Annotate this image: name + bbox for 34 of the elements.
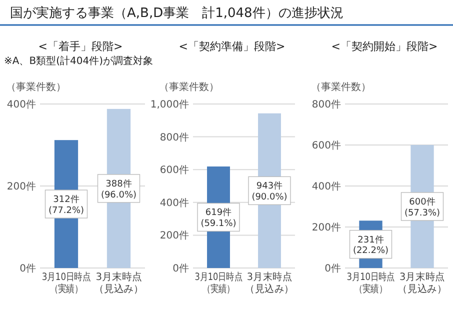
x-tick-label: 3月末時点（見込み） [398,270,447,296]
x-tick-label: 3月10日時点（実績） [194,271,242,296]
y-axis-title: （事業件数） [311,81,371,93]
y-tick-label: 0件 [324,264,341,274]
data-label: 231件 (22.2%) [352,234,389,256]
data-label: 312件 (77.2%) [48,194,84,216]
data-label: 600件 (57.3%) [404,196,440,218]
y-tick-label: 0件 [172,264,189,274]
x-tick-label: 3月末時点（見込み） [94,270,144,296]
y-tick-label: 800件 [160,132,189,144]
y-tick-label: 400件 [160,198,189,209]
y-tick-label: 1,000件 [150,100,189,110]
x-tick-label: 3月10日時点（実績） [42,271,91,296]
data-label: 619件 (59.1%) [200,207,236,230]
data-label: 388件 (96.0%) [100,178,137,200]
y-tick-label: 400件 [6,100,36,110]
data-label: 943件 (90.0%) [252,180,288,202]
x-tick-label: 3月末時点（見込み） [245,270,294,296]
y-tick-label: 400件 [312,182,341,192]
x-tick-label: 3月10日時点（実績） [346,271,395,296]
chart-title: <「契約開始」段階> [331,40,438,53]
y-tick-label: 800件 [312,100,341,110]
chart-subtitle: ※A、B類型(計404件)が調査対象 [4,55,153,67]
y-axis-title: （事業件数） [159,81,219,93]
chart-title: <「契約準備」段階> [178,40,286,53]
y-tick-label: 200件 [312,222,341,234]
text: 国が実施する事業（A,B,D事業 計1,048件）の進捗状況 [10,5,344,21]
y-tick-label: 600件 [312,140,341,152]
y-tick-label: 200件 [6,182,36,192]
y-axis-title: （事業件数） [6,81,66,93]
y-tick-label: 200件 [160,230,189,242]
y-tick-label: 600件 [160,165,189,176]
chart-title: <「着手」段階> [38,40,123,53]
y-tick-label: 0件 [20,264,36,274]
